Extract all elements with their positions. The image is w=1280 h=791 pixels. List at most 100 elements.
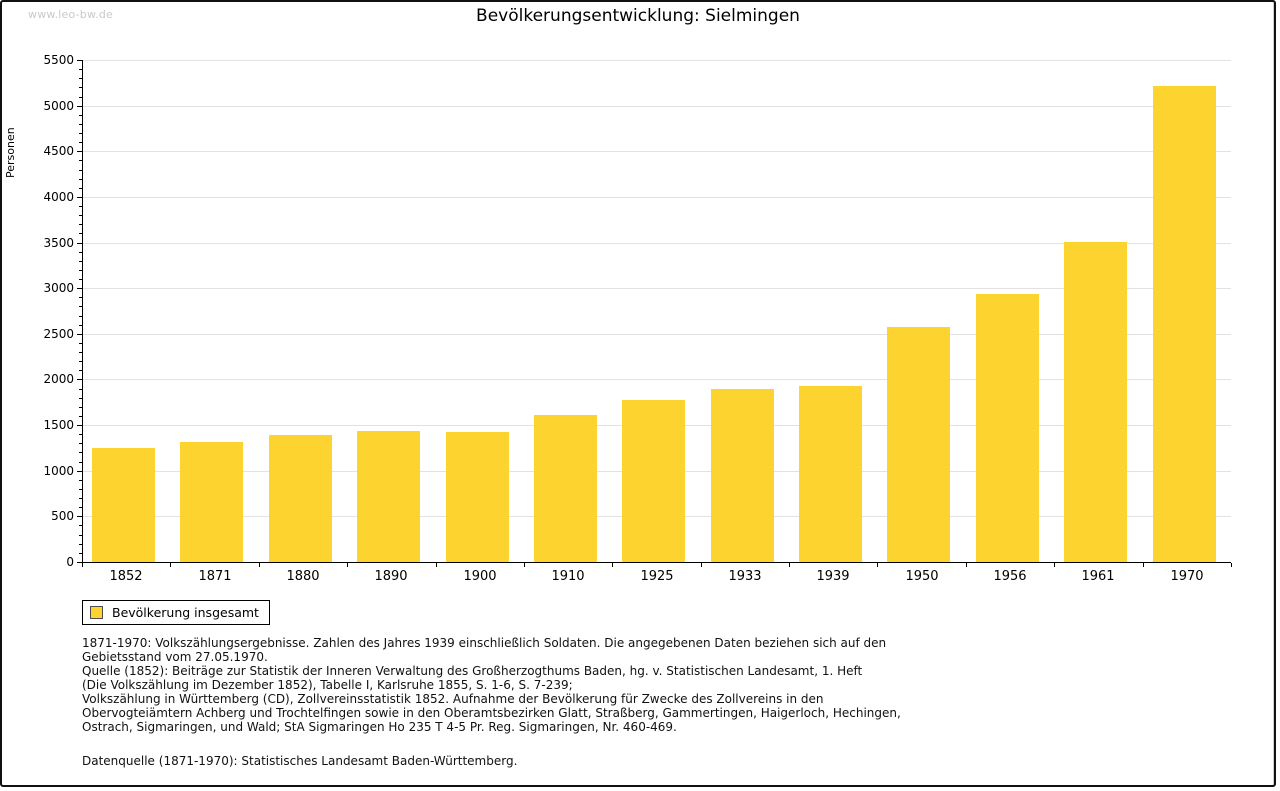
y-tick-label: 4000 [43, 190, 74, 204]
y-minor-tick [79, 525, 82, 526]
y-minor-tick [79, 261, 82, 262]
x-tick [259, 563, 260, 567]
gridline [83, 379, 1231, 380]
y-major-tick [77, 60, 82, 61]
y-minor-tick [79, 535, 82, 536]
bar-1950 [887, 327, 950, 562]
y-minor-tick [79, 142, 82, 143]
y-minor-tick [79, 224, 82, 225]
y-minor-tick [79, 297, 82, 298]
footnote-line: Quelle (1852): Beiträge zur Statistik de… [82, 664, 863, 678]
y-minor-tick [79, 352, 82, 353]
bar-1880 [269, 435, 332, 562]
y-minor-tick [79, 97, 82, 98]
x-tick-label: 1910 [551, 569, 585, 584]
gridline [83, 106, 1231, 107]
y-major-tick [77, 288, 82, 289]
bar-1871 [180, 442, 243, 562]
y-minor-tick [79, 498, 82, 499]
y-minor-tick [79, 188, 82, 189]
legend-label: Bevölkerung insgesamt [112, 605, 259, 620]
y-minor-tick [79, 215, 82, 216]
y-minor-tick [79, 270, 82, 271]
gridline [83, 288, 1231, 289]
page-title: Bevölkerungsentwicklung: Sielmingen [476, 6, 800, 26]
y-major-tick [77, 425, 82, 426]
x-tick [524, 563, 525, 567]
y-minor-tick [79, 480, 82, 481]
y-tick-label: 3000 [43, 281, 74, 295]
y-minor-tick [79, 87, 82, 88]
y-minor-tick [79, 389, 82, 390]
x-tick [966, 563, 967, 567]
bar-1933 [711, 389, 774, 562]
legend: Bevölkerung insgesamt [82, 600, 270, 625]
y-major-tick [77, 562, 82, 563]
footnote-line: Obervogteiämtern Achberg und Trochtelfin… [82, 706, 901, 720]
y-major-tick [77, 197, 82, 198]
x-tick-label: 1900 [463, 569, 497, 584]
y-minor-tick [79, 407, 82, 408]
bar-1956 [976, 294, 1039, 562]
y-minor-tick [79, 78, 82, 79]
y-minor-tick [79, 398, 82, 399]
y-minor-tick [79, 343, 82, 344]
y-minor-tick [79, 462, 82, 463]
x-tick-label: 1925 [640, 569, 674, 584]
y-tick-label: 2000 [43, 372, 74, 386]
x-tick-label: 1961 [1081, 569, 1115, 584]
x-tick-label: 1880 [286, 569, 320, 584]
x-tick-label: 1933 [728, 569, 762, 584]
footnotes: 1871-1970: Volkszählungsergebnisse. Zahl… [82, 636, 1222, 768]
x-tick-label: 1939 [816, 569, 850, 584]
x-tick-label: 1890 [374, 569, 408, 584]
x-tick-label: 1950 [905, 569, 939, 584]
y-minor-tick [79, 170, 82, 171]
x-tick [612, 563, 613, 567]
footnote-line: 1871-1970: Volkszählungsergebnisse. Zahl… [82, 636, 887, 650]
y-minor-tick [79, 325, 82, 326]
y-minor-tick [79, 416, 82, 417]
x-tick [347, 563, 348, 567]
x-tick [170, 563, 171, 567]
y-minor-tick [79, 133, 82, 134]
y-tick-label: 3500 [43, 236, 74, 250]
y-major-tick [77, 379, 82, 380]
y-minor-tick [79, 361, 82, 362]
y-minor-tick [79, 206, 82, 207]
y-tick-label: 5500 [43, 53, 74, 67]
y-minor-tick [79, 179, 82, 180]
gridline [83, 60, 1231, 61]
x-tick [436, 563, 437, 567]
gridline [83, 151, 1231, 152]
footnote-line: Ostrach, Sigmaringen, und Wald; StA Sigm… [82, 720, 677, 734]
datasource-line: Datenquelle (1871-1970): Statistisches L… [82, 754, 518, 768]
y-minor-tick [79, 370, 82, 371]
gridline [83, 334, 1231, 335]
y-minor-tick [79, 69, 82, 70]
y-minor-tick [79, 115, 82, 116]
bar-1970 [1153, 86, 1216, 562]
x-tick-label: 1956 [993, 569, 1027, 584]
bar-1925 [622, 400, 685, 562]
y-tick-label: 500 [51, 509, 74, 523]
watermark: www.leo-bw.de [28, 8, 114, 21]
bar-1900 [446, 432, 509, 562]
y-tick-label: 4500 [43, 144, 74, 158]
y-minor-tick [79, 443, 82, 444]
y-minor-tick [79, 544, 82, 545]
x-tick-label: 1970 [1170, 569, 1204, 584]
x-tick [789, 563, 790, 567]
bar-1939 [799, 386, 862, 562]
y-major-tick [77, 471, 82, 472]
y-minor-tick [79, 306, 82, 307]
bar-1961 [1064, 242, 1127, 562]
y-major-tick [77, 334, 82, 335]
gridline [83, 243, 1231, 244]
footnote-line: Gebietsstand vom 27.05.1970. [82, 650, 268, 664]
y-tick-label: 5000 [43, 99, 74, 113]
y-minor-tick [79, 553, 82, 554]
x-tick [877, 563, 878, 567]
y-axis-line [82, 60, 83, 562]
